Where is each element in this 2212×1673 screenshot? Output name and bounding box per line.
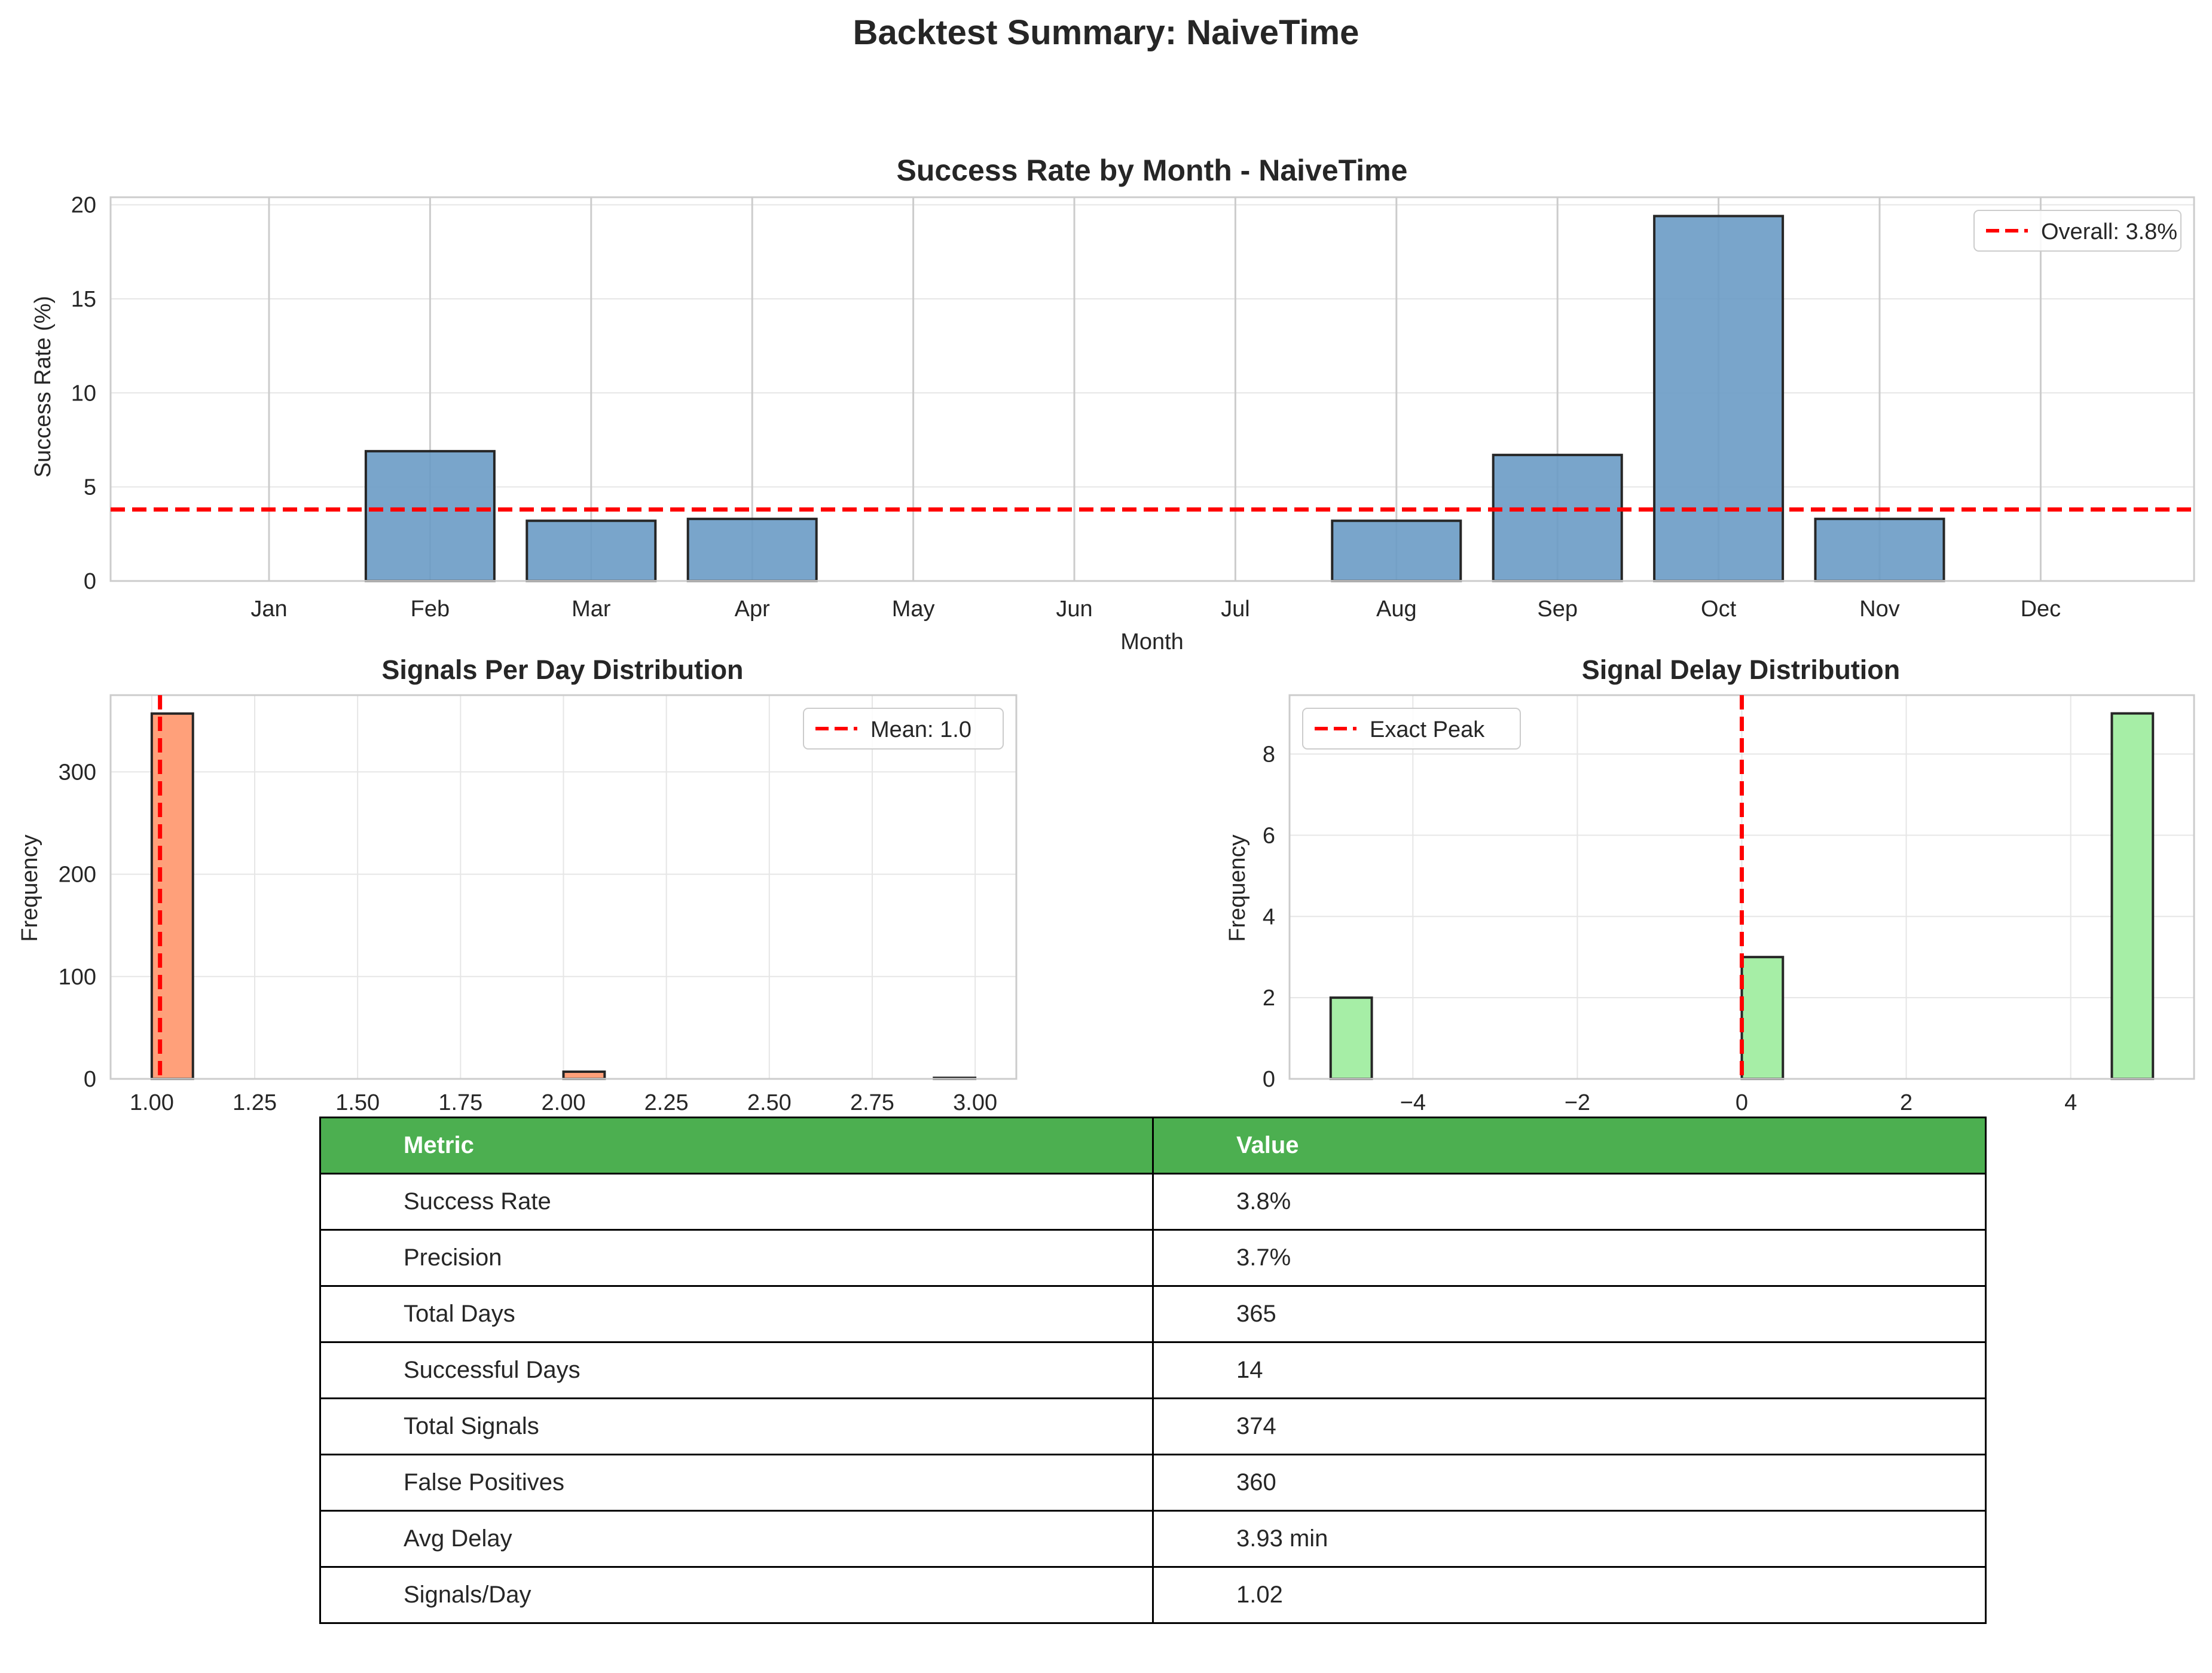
monthly-y-tick-label: 0 [84,569,96,594]
metric-value: 3.93 min [1152,1510,1987,1568]
table-row: False Positives 360 [319,1454,1987,1512]
monthly-bar [1814,518,1945,582]
metric-name: Total Days [319,1285,1154,1343]
metrics-table: Metric Value Success Rate 3.8% Precision… [319,1117,1987,1624]
metric-value: 365 [1152,1285,1987,1343]
monthly-y-axis-label: Success Rate (%) [30,296,56,478]
monthly-x-tick-label: Mar [572,597,611,622]
signals-legend-box [803,708,1004,750]
signals-x-tick-label: 1.75 [438,1090,482,1115]
metric-name: Successful Days [319,1341,1154,1399]
monthly-legend-box [1973,210,2182,252]
signals-per-day-chart: Signals Per Day Distribution Frequency 0… [17,654,1018,1115]
delay-chart-title: Signal Delay Distribution [1582,654,1901,685]
monthly-y-tick-label: 15 [71,287,96,312]
monthly-x-tick-label: Jun [1056,597,1092,622]
signals-x-tick-label: 2.50 [747,1090,792,1115]
metric-value: 3.8% [1152,1173,1987,1231]
monthly-x-tick-label: Jul [1221,597,1250,622]
signals-legend-label: Mean: 1.0 [870,717,971,742]
monthly-x-tick-label: Nov [1859,597,1900,622]
monthly-bar [364,449,496,583]
value-column-header: Value [1152,1117,1987,1175]
monthly-legend-label: Overall: 3.8% [2041,219,2177,244]
delay-y-tick-label: 0 [1263,1067,1275,1092]
monthly-plot-frame [109,196,2195,582]
monthly-bar [1331,519,1462,583]
delay-histogram-bar [1329,996,1373,1080]
monthly-x-tick-label: Jan [250,597,287,622]
delay-histogram-bar [1740,956,1785,1080]
table-row: Total Days 365 [319,1285,1987,1343]
metric-value: 3.7% [1152,1229,1987,1287]
monthly-x-tick-label: Apr [735,597,770,622]
monthly-bar [1492,454,1623,582]
monthly-bar [686,518,818,582]
delay-x-tick-label: −4 [1400,1090,1426,1115]
signals-x-tick-label: 3.00 [953,1090,997,1115]
monthly-x-tick-label: May [892,597,935,622]
monthly-x-tick-label: Oct [1701,597,1737,622]
signals-x-tick-label: 2.75 [850,1090,894,1115]
table-row: Signals/Day 1.02 [319,1566,1987,1624]
delay-x-tick-label: 2 [1900,1090,1912,1115]
table-row: Success Rate 3.8% [319,1173,1987,1231]
signals-x-tick-label: 2.25 [644,1090,689,1115]
delay-y-tick-label: 8 [1263,742,1275,767]
metric-value: 360 [1152,1454,1987,1512]
delay-legend-box [1302,708,1521,750]
metric-value: 374 [1152,1397,1987,1455]
signals-chart-title: Signals Per Day Distribution [381,654,743,685]
monthly-x-tick-label: Feb [411,597,450,622]
monthly-bar [1653,215,1785,582]
delay-x-tick-label: 0 [1736,1090,1748,1115]
signals-x-tick-label: 1.00 [130,1090,174,1115]
monthly-x-axis-label: Month [1120,629,1184,654]
monthly-y-tick-label: 5 [84,475,96,500]
metric-value: 1.02 [1152,1566,1987,1624]
metric-name: Total Signals [319,1397,1154,1455]
monthly-bar [525,519,657,583]
table-header-row: Metric Value [319,1117,1987,1175]
metric-name: Avg Delay [319,1510,1154,1568]
table-row: Successful Days 14 [319,1341,1987,1399]
delay-y-tick-label: 6 [1263,823,1275,848]
figure-title: Backtest Summary: NaiveTime [853,13,1359,52]
monthly-x-tick-label: Aug [1376,597,1417,622]
monthly-x-tick-label: Dec [2021,597,2061,622]
signal-delay-chart: Signal Delay Distribution Frequency 0 2 4 6… [1225,654,2195,1115]
signals-y-axis-label: Frequency [17,834,42,942]
metric-value: 14 [1152,1341,1987,1399]
delay-histogram-bar [2110,712,2155,1080]
signals-y-tick-label: 300 [59,760,96,785]
monthly-y-tick-label: 20 [71,193,96,218]
delay-y-axis-label: Frequency [1225,834,1250,942]
delay-x-tick-label: 4 [2064,1090,2077,1115]
signals-y-tick-label: 100 [59,965,96,990]
signals-x-tick-label: 1.50 [335,1090,380,1115]
metric-column-header: Metric [319,1117,1154,1175]
delay-y-tick-label: 2 [1263,986,1275,1011]
metric-name: Signals/Day [319,1566,1154,1624]
monthly-x-tick-label: Sep [1537,597,1578,622]
signals-plot-frame [109,694,1018,1080]
monthly-success-chart: Success Rate by Month - NaiveTime Month … [30,154,2195,654]
table-row: Avg Delay 3.93 min [319,1510,1987,1568]
table-row: Total Signals 374 [319,1397,1987,1455]
signals-y-tick-label: 0 [84,1067,96,1092]
delay-legend-label: Exact Peak [1370,717,1485,742]
metric-name: Precision [319,1229,1154,1287]
table-row: Precision 3.7% [319,1229,1987,1287]
signals-y-tick-label: 200 [59,863,96,888]
delay-y-tick-label: 4 [1263,904,1275,929]
monthly-chart-title: Success Rate by Month - NaiveTime [897,154,1408,187]
delay-x-tick-label: −2 [1565,1090,1590,1115]
monthly-y-tick-label: 10 [71,381,96,406]
signals-x-tick-label: 2.00 [542,1090,586,1115]
signals-histogram-bar [562,1071,606,1080]
metric-name: Success Rate [319,1173,1154,1231]
signals-x-tick-label: 1.25 [233,1090,277,1115]
metric-name: False Positives [319,1454,1154,1512]
